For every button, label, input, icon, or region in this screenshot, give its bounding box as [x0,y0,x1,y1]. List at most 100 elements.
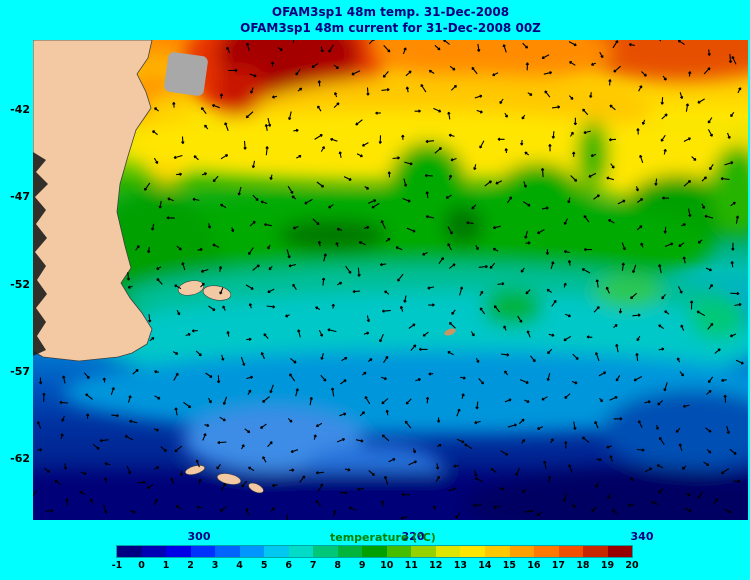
map-area [33,40,748,520]
current-vector-arrow [435,475,440,482]
colorbar-segment [117,546,142,557]
current-vector-arrow [246,375,254,380]
current-vector-arrow [484,180,492,187]
current-vector-arrow [599,51,604,59]
current-vector-arrow [226,331,230,337]
current-vector-arrow [245,507,250,516]
current-vector-arrow [724,508,732,514]
current-vector-arrow [388,458,396,463]
current-vector-arrow [268,265,273,271]
current-vector-arrow [424,173,433,178]
current-vector-arrow [522,42,529,49]
current-vector-arrow [661,113,668,120]
current-vector-arrow [378,135,382,144]
current-vector-arrow [260,200,268,205]
lon-tick-label: 320 [401,530,425,543]
current-vector-arrow [473,164,477,171]
current-vector-arrow [734,302,742,307]
current-vector-arrow [356,153,363,158]
current-vector-arrow [641,119,646,125]
current-vector-arrow [515,467,521,476]
current-vector-arrow [721,378,727,383]
colorbar-segment [435,546,461,557]
current-vector-arrow [432,505,437,511]
current-vector-arrow [327,328,337,333]
current-vector-arrow [286,514,288,520]
current-vector-arrow [271,95,278,99]
current-vector-arrow [311,62,319,68]
current-vector-arrow [737,87,742,94]
current-vector-arrow [519,379,529,384]
current-vector-arrow [615,343,619,353]
current-vector-arrow [201,172,208,176]
current-vector-arrow [320,46,324,53]
current-vector-arrow [200,268,209,273]
current-vector-arrow [267,244,271,250]
current-vector-arrow [195,459,200,468]
current-vector-arrow [464,443,473,450]
current-vector-arrow [219,93,224,99]
current-vector-arrow [524,151,530,156]
current-vector-arrow [240,356,246,366]
current-vector-arrow [594,352,600,362]
current-vector-arrow [316,181,325,188]
current-vector-arrow [632,264,637,274]
current-vector-arrow [479,307,486,315]
current-vector-arrow [383,355,389,364]
current-vector-arrow [400,516,408,520]
current-vector-arrow [520,267,525,273]
current-vector-arrow [173,372,179,381]
current-vector-arrow [456,438,465,444]
current-vector-arrow [697,98,705,104]
current-vector-arrow [502,44,507,53]
current-vector-arrow [287,418,293,423]
current-vector-arrow [581,436,590,443]
current-vector-arrow [251,160,256,169]
title-line-2: OFAM3sp1 48m current for 31-Dec-2008 00Z [240,21,541,35]
current-vector-arrow [609,104,616,111]
current-vector-arrow [381,376,388,381]
current-vector-arrow [427,286,435,290]
current-vector-arrow [570,175,578,182]
current-vector-arrow [664,242,674,248]
current-vector-arrow [492,247,499,252]
current-vector-arrow [489,262,496,269]
current-vector-arrow [675,427,681,433]
current-vector-arrow [735,359,744,365]
colorbar-segment [362,546,387,557]
current-vector-arrow [595,482,599,488]
current-vector-arrow [330,387,335,397]
current-vector-arrow [705,427,712,433]
current-vector-arrow [286,249,291,259]
current-vector-arrow [183,401,192,408]
current-vector-arrow [644,467,653,473]
current-vector-arrow [384,290,390,295]
current-vector-arrow [518,418,525,425]
current-vector-arrow [529,355,536,363]
current-vector-arrow [507,423,517,428]
current-vector-arrow [172,101,176,108]
current-vector-arrow [104,462,111,466]
current-vector-arrow [65,498,69,506]
current-vector-arrow [632,313,641,317]
current-vector-arrow [568,41,577,47]
current-vector-arrow [154,107,159,112]
current-vector-arrow [473,470,478,477]
current-vector-arrow [478,264,488,269]
current-vector-arrow [493,305,501,313]
current-vector-arrow [499,98,504,105]
colorbar-tick-label: 0 [138,560,145,571]
current-vector-arrow [590,153,597,158]
current-vector-arrow [612,40,619,49]
current-vector-arrow [361,142,369,147]
current-vector-arrow [428,372,434,376]
current-vector-arrow [340,491,348,495]
current-vector-arrow [663,382,668,392]
current-vector-arrow [297,329,301,338]
colorbar-tick-label: 10 [380,560,394,571]
current-vector-arrow [321,277,326,286]
colorbar-segment [215,546,240,557]
current-vector-arrow [456,408,461,417]
current-vector-arrow [385,237,391,242]
current-vector-arrow [212,175,219,183]
